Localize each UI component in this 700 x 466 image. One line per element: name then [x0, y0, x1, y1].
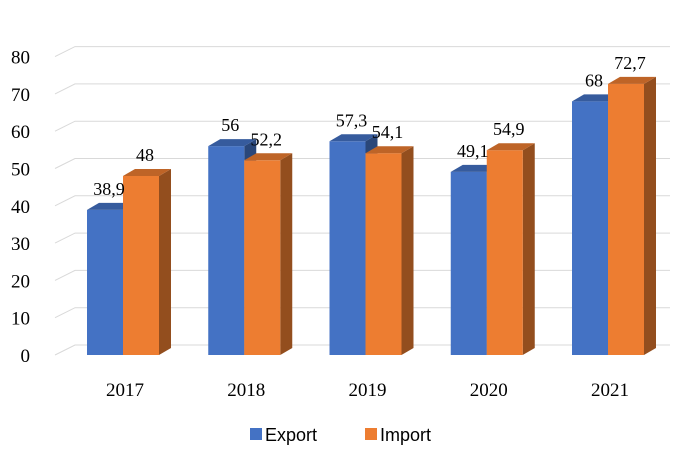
legend-label-import: Import — [380, 425, 431, 445]
legend: Export Import — [250, 425, 431, 445]
bar-top-face — [208, 139, 257, 147]
data-label: 68 — [585, 70, 603, 90]
bar-side-face — [159, 168, 171, 355]
x-category-label: 2017 — [106, 380, 144, 401]
bar-front-face — [486, 150, 523, 355]
bar-top-face — [329, 134, 378, 142]
gridline — [54, 83, 670, 95]
bar-front-face — [87, 209, 123, 355]
y-tick-label: 10 — [11, 309, 30, 330]
bar-side-face — [280, 153, 293, 355]
x-category-label: 2020 — [470, 380, 508, 401]
gridlines — [54, 46, 670, 356]
legend-swatch-export — [250, 428, 262, 440]
bar-import-2018 — [244, 153, 293, 355]
data-label: 49,1 — [457, 141, 489, 161]
data-label: 72,7 — [614, 53, 646, 73]
gridline — [54, 46, 670, 58]
legend-swatch-import — [365, 428, 377, 440]
bar-side-face — [644, 76, 656, 355]
data-label: 56 — [221, 115, 239, 135]
y-tick-label: 60 — [11, 122, 30, 143]
bar-front-face — [572, 101, 608, 355]
legend-label-export: Export — [265, 425, 317, 445]
data-label: 52,2 — [251, 129, 283, 149]
bar-front-face — [244, 160, 281, 355]
gridline — [54, 120, 670, 132]
gridline — [54, 158, 670, 169]
x-category-label: 2021 — [591, 380, 629, 401]
bar-front-face — [329, 141, 366, 355]
y-tick-label: 70 — [11, 85, 30, 106]
bar-front-face — [608, 83, 644, 355]
bar-front-face — [208, 146, 245, 355]
y-tick-label: 50 — [11, 160, 30, 181]
bar-front-face — [123, 175, 159, 355]
bar-top-face — [244, 153, 293, 161]
bar-import-2020 — [486, 143, 535, 355]
bar-side-face — [522, 143, 535, 355]
data-label: 48 — [136, 145, 154, 165]
y-tick-label: 20 — [11, 271, 30, 292]
x-category-label: 2019 — [349, 380, 387, 401]
bar-import-2017 — [123, 168, 171, 355]
y-axis-ticks: 0 10 20 30 40 50 60 70 80 — [11, 48, 30, 367]
data-label: 54,1 — [372, 122, 404, 142]
y-tick-label: 0 — [21, 346, 31, 367]
data-labels: 38,9 48 56 52,2 57,354,1 49,154,9 68 72,7 — [93, 53, 646, 199]
bar-side-face — [401, 146, 414, 355]
bar-front-face — [450, 171, 487, 355]
x-category-label: 2018 — [227, 380, 265, 401]
data-label: 38,9 — [93, 179, 125, 199]
y-tick-label: 80 — [11, 48, 30, 69]
x-axis-categories: 2017 2018 2019 2020 2021 — [106, 380, 629, 401]
bars — [87, 76, 656, 356]
data-label: 54,9 — [493, 119, 525, 139]
bar-top-face — [608, 76, 656, 84]
bar-front-face — [365, 153, 402, 355]
bar-top-face — [123, 168, 171, 176]
bar-top-face — [486, 143, 535, 151]
y-tick-label: 40 — [11, 197, 30, 218]
y-tick-label: 30 — [11, 234, 30, 255]
bar-import-2021 — [608, 76, 656, 355]
bar-import-2019 — [365, 146, 414, 355]
bar-top-face — [365, 146, 414, 154]
data-label: 57,3 — [336, 110, 368, 130]
